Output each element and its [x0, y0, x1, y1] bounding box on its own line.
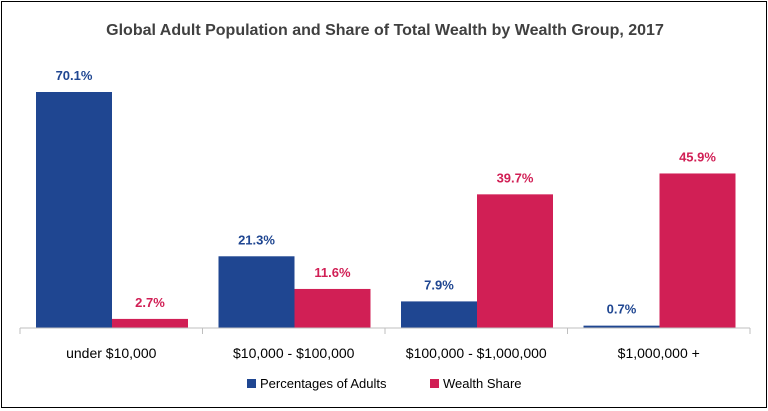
data-label-wealth-1: 11.6%: [314, 265, 351, 280]
bar-adults-2: [401, 301, 477, 328]
data-labels-group: 70.1% 2.7% 21.3% 11.6% 7.9% 39.7% 0.7% 45.9%: [56, 68, 717, 317]
data-label-adults-0: 70.1%: [56, 68, 93, 83]
bar-adults-0: [36, 92, 112, 328]
bar-wealth-3: [659, 173, 736, 328]
x-axis-tick-labels: under $10,000 $10,000 - $100,000 $100,000 …: [66, 345, 700, 361]
data-label-adults-1: 21.3%: [238, 232, 275, 247]
chart-title: Global Adult Population and Share of Tot…: [106, 22, 664, 39]
bar-wealth-1: [294, 288, 371, 328]
bar-adults-3: [583, 325, 660, 328]
bar-adults-1: [218, 256, 295, 328]
bars-group: [36, 92, 736, 328]
x-tick-label-2: $100,000 - $1,000,000: [406, 345, 547, 361]
legend-swatch-adults: [247, 379, 256, 388]
legend: Percentages of Adults Wealth Share: [247, 376, 522, 391]
legend-label-adults: Percentages of Adults: [260, 376, 387, 391]
legend-label-wealth: Wealth Share: [443, 376, 522, 391]
x-tick-label-0: under $10,000: [66, 345, 157, 361]
data-label-wealth-3: 45.9%: [679, 149, 716, 164]
x-tick-label-1: $10,000 - $100,000: [233, 345, 355, 361]
data-label-adults-2: 7.9%: [424, 277, 454, 292]
data-label-wealth-2: 39.7%: [497, 170, 534, 185]
x-tick-label-3: $1,000,000 +: [618, 345, 700, 361]
legend-swatch-wealth: [430, 379, 439, 388]
bar-wealth-2: [477, 194, 553, 328]
data-label-wealth-0: 2.7%: [135, 295, 165, 310]
x-axis-ticks: [19, 328, 751, 334]
bar-wealth-0: [112, 318, 188, 328]
data-label-adults-3: 0.7%: [607, 302, 637, 317]
